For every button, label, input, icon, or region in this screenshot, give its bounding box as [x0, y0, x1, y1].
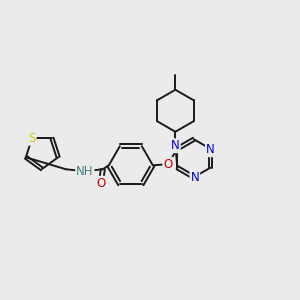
Text: O: O [163, 158, 172, 171]
Text: NH: NH [76, 165, 94, 178]
Text: N: N [171, 139, 180, 152]
Text: S: S [28, 132, 36, 145]
Text: N: N [206, 143, 215, 156]
Text: N: N [190, 171, 199, 184]
Text: O: O [96, 177, 106, 190]
